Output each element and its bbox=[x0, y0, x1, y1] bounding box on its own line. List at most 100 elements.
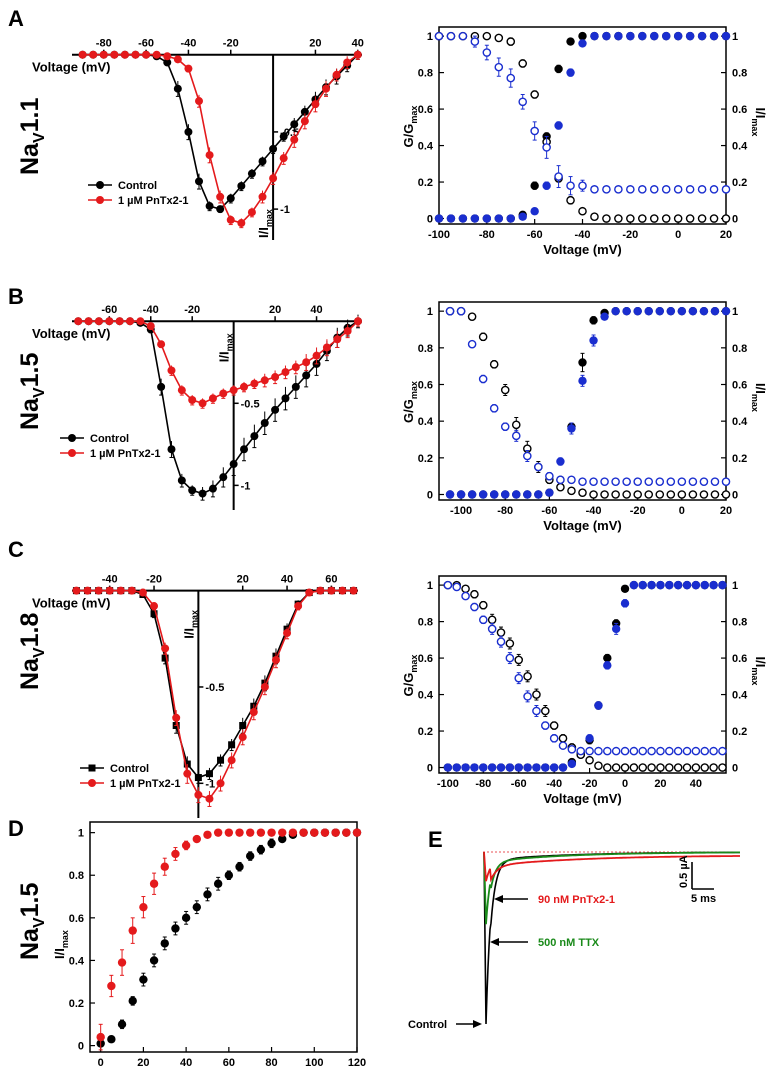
data-point bbox=[602, 185, 611, 194]
data-point bbox=[445, 490, 455, 499]
data-point bbox=[661, 214, 671, 223]
legend-marker bbox=[88, 779, 96, 787]
data-point bbox=[532, 690, 541, 699]
data-point bbox=[697, 185, 707, 194]
data-point bbox=[556, 457, 565, 466]
data-point bbox=[506, 73, 516, 83]
data-point bbox=[452, 582, 462, 592]
data-point bbox=[149, 956, 159, 965]
legend-label: 1 µM PnTx2-1 bbox=[90, 448, 161, 460]
x-axis-label: Voltage (mV) bbox=[32, 60, 111, 75]
data-point bbox=[250, 432, 259, 441]
trace-control bbox=[483, 851, 740, 1025]
data-point bbox=[229, 386, 238, 395]
data-point bbox=[173, 55, 182, 64]
data-point bbox=[194, 774, 202, 782]
x-tick-label: -80 bbox=[479, 229, 495, 241]
x-tick-label: 0 bbox=[679, 505, 685, 517]
data-point bbox=[585, 746, 594, 756]
data-point bbox=[530, 181, 539, 190]
data-point bbox=[567, 486, 576, 496]
data-point bbox=[213, 879, 223, 888]
data-point bbox=[226, 194, 235, 203]
data-point bbox=[138, 588, 147, 597]
data-point bbox=[532, 706, 541, 716]
data-point bbox=[478, 490, 488, 499]
data-point bbox=[709, 580, 718, 590]
legend-marker bbox=[96, 196, 104, 204]
y2-tick-label: 0.6 bbox=[732, 104, 747, 116]
y-tick-label: 0.2 bbox=[418, 453, 433, 465]
data-point bbox=[556, 482, 565, 492]
data-point bbox=[511, 431, 521, 441]
data-point bbox=[342, 828, 351, 837]
data-point bbox=[203, 890, 212, 899]
data-point bbox=[479, 763, 488, 772]
data-point bbox=[456, 490, 466, 499]
data-point bbox=[614, 31, 623, 41]
data-point bbox=[682, 763, 692, 772]
data-point bbox=[294, 602, 303, 611]
y2-tick-label: 0.8 bbox=[732, 617, 747, 629]
data-point bbox=[235, 828, 244, 837]
data-point bbox=[578, 206, 587, 216]
y-tick-label: -1 bbox=[205, 778, 215, 790]
channel-label-b: NaV1.5 bbox=[16, 353, 48, 430]
data-point bbox=[352, 828, 362, 837]
x-tick-label: -60 bbox=[541, 505, 557, 517]
y2-tick-label: 0.4 bbox=[732, 416, 748, 428]
data-point bbox=[718, 746, 727, 756]
data-point bbox=[146, 322, 155, 331]
series-2 bbox=[434, 31, 731, 223]
data-point bbox=[139, 902, 148, 912]
x-tick-label: -20 bbox=[582, 778, 598, 790]
data-point bbox=[677, 306, 687, 316]
data-point bbox=[249, 708, 258, 717]
data-point bbox=[208, 394, 217, 403]
data-point bbox=[496, 628, 506, 637]
data-point bbox=[278, 828, 287, 837]
data-point bbox=[673, 31, 683, 41]
x-tick-label: -60 bbox=[527, 229, 543, 241]
data-point bbox=[721, 477, 731, 486]
data-point bbox=[149, 879, 159, 888]
y-axis-label: I/Imax bbox=[52, 930, 70, 959]
data-point bbox=[567, 475, 576, 485]
y2-axis-label: I/Imax bbox=[750, 383, 768, 412]
data-point bbox=[633, 306, 642, 316]
y-tick-label: -0.5 bbox=[241, 398, 260, 410]
data-point bbox=[300, 107, 309, 116]
data-point bbox=[699, 477, 709, 486]
data-point bbox=[489, 490, 499, 499]
data-point bbox=[105, 586, 114, 595]
data-point bbox=[620, 599, 630, 608]
data-point bbox=[237, 181, 246, 190]
data-point bbox=[523, 692, 532, 701]
x-tick-label: 120 bbox=[348, 1057, 366, 1069]
data-point bbox=[530, 207, 539, 216]
data-point bbox=[673, 746, 683, 756]
series-2 bbox=[443, 580, 727, 772]
arrow-ttx-head bbox=[490, 938, 499, 946]
series-0 bbox=[96, 828, 362, 1048]
data-point bbox=[709, 31, 719, 41]
y2-tick-label: 0.4 bbox=[732, 690, 748, 702]
y2-tick-label: 1 bbox=[732, 580, 738, 592]
y-axis-label: G/Gmax bbox=[401, 106, 419, 148]
data-point bbox=[150, 602, 159, 611]
data-point bbox=[511, 420, 521, 430]
series-pntx bbox=[74, 316, 362, 409]
data-point bbox=[542, 181, 551, 190]
data-point bbox=[534, 462, 543, 472]
data-point bbox=[213, 828, 223, 837]
data-point bbox=[532, 763, 541, 772]
y-tick-label: 0.6 bbox=[418, 380, 433, 392]
legend-marker bbox=[88, 764, 96, 772]
data-point bbox=[666, 477, 676, 486]
y2-tick-label: 0.2 bbox=[732, 726, 747, 738]
data-point bbox=[269, 144, 278, 153]
data-point bbox=[585, 734, 594, 743]
data-point bbox=[216, 205, 225, 214]
data-point bbox=[629, 763, 639, 772]
y-tick-label: 0.4 bbox=[418, 141, 434, 153]
